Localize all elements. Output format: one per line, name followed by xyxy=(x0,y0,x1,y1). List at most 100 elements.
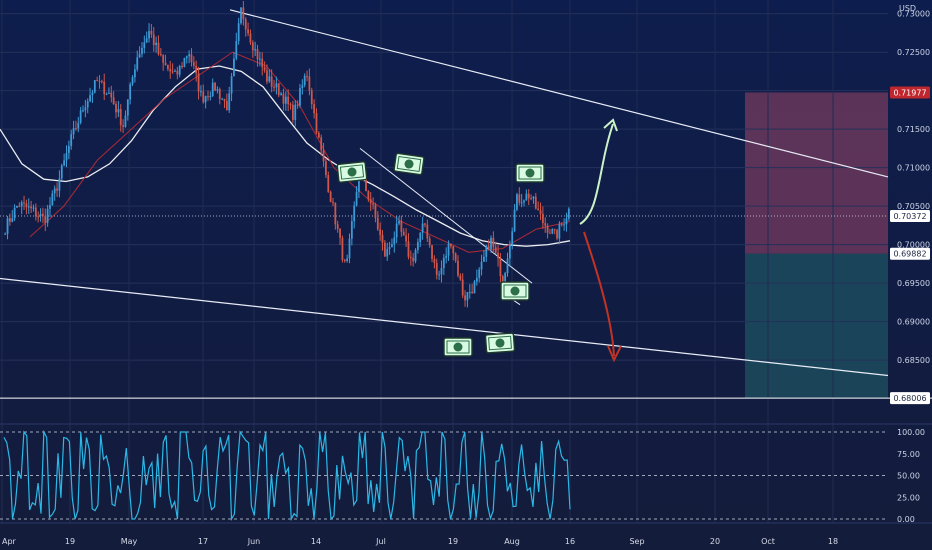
price-labels: 0.71977 0.70372 0.69882 0.68006 xyxy=(890,86,930,405)
candle xyxy=(237,23,240,42)
candle xyxy=(263,67,266,71)
candle xyxy=(421,223,424,233)
candle xyxy=(431,245,433,259)
candle xyxy=(129,84,132,100)
candle xyxy=(27,206,30,208)
bill-border xyxy=(446,340,470,354)
oscillator-panel xyxy=(0,423,932,524)
time-tick: Aug xyxy=(504,537,520,546)
candle xyxy=(148,30,150,39)
candle xyxy=(261,58,264,68)
price-tick: 0.70500 xyxy=(897,202,930,211)
candle xyxy=(268,76,271,82)
candle xyxy=(471,291,474,294)
price-label-text: 0.69882 xyxy=(893,250,926,259)
candle xyxy=(325,161,327,175)
candle xyxy=(91,92,94,96)
candle xyxy=(466,292,469,301)
candle xyxy=(93,80,96,93)
time-axis[interactable]: Apr 19 May 17 Jun 14 Jul 19 Aug 16 Sep 20 Oct 18 xyxy=(2,537,838,546)
candle xyxy=(216,89,219,91)
time-tick: May xyxy=(121,537,138,546)
candle xyxy=(30,206,33,209)
candle xyxy=(77,122,80,129)
candle xyxy=(506,258,509,274)
osc-tick: 75.00 xyxy=(897,450,920,459)
up-arrow xyxy=(579,123,614,225)
candle xyxy=(405,235,407,242)
currency-label: USD xyxy=(899,4,916,13)
candle xyxy=(563,224,566,226)
candle xyxy=(525,193,528,201)
candle xyxy=(167,65,169,69)
candle xyxy=(39,213,42,217)
candle xyxy=(258,58,261,60)
candle xyxy=(34,207,37,217)
candle xyxy=(42,213,44,216)
price-tick: 0.73000 xyxy=(897,10,930,19)
candle xyxy=(365,178,367,192)
candle xyxy=(567,208,570,219)
candle xyxy=(341,237,344,260)
candle xyxy=(284,96,287,104)
time-tick: Oct xyxy=(761,537,775,546)
candle xyxy=(475,277,478,282)
candle xyxy=(200,91,202,93)
bill-border xyxy=(488,335,512,351)
candle xyxy=(235,41,238,59)
candle xyxy=(412,257,415,262)
price-tick: 0.70000 xyxy=(897,241,930,250)
candle xyxy=(192,62,195,66)
bill-border xyxy=(339,164,365,180)
candle xyxy=(490,237,492,250)
candle xyxy=(209,96,212,98)
candle xyxy=(176,70,179,75)
osc-tick: 50.00 xyxy=(897,472,920,481)
candle xyxy=(119,109,122,126)
candle xyxy=(159,54,162,56)
candle xyxy=(133,69,136,78)
candle xyxy=(424,223,426,225)
price-label-box xyxy=(890,392,930,405)
candle xyxy=(164,62,167,66)
candle xyxy=(8,218,11,222)
trendline xyxy=(0,277,889,377)
candle xyxy=(546,225,549,233)
candle xyxy=(44,215,47,223)
candle xyxy=(537,208,540,211)
price-label-box xyxy=(890,86,930,99)
candle xyxy=(84,107,87,111)
candle xyxy=(79,110,82,123)
candle xyxy=(558,224,561,239)
candle xyxy=(37,216,40,218)
candle xyxy=(327,174,330,192)
candle xyxy=(369,199,372,204)
candle xyxy=(353,205,356,222)
price-label-text: 0.71977 xyxy=(893,88,926,97)
money-icons xyxy=(336,152,545,357)
candle xyxy=(233,58,235,77)
candle xyxy=(13,207,16,219)
oscillator-line xyxy=(3,429,571,522)
candle xyxy=(416,242,419,250)
candle xyxy=(303,75,306,86)
candle xyxy=(247,29,249,34)
candle xyxy=(334,203,337,225)
candle xyxy=(294,104,297,121)
candle xyxy=(53,188,56,194)
candle xyxy=(197,73,200,92)
candle xyxy=(185,56,188,59)
candle xyxy=(332,201,334,204)
candle xyxy=(299,88,301,106)
candle xyxy=(539,210,542,214)
candle xyxy=(124,115,127,127)
money-icon xyxy=(515,163,545,183)
price-axis[interactable]: USD0.730000.725000.720000.715000.710000.… xyxy=(897,4,930,524)
candle xyxy=(374,204,377,218)
candle xyxy=(372,203,374,205)
candle xyxy=(485,245,488,257)
trendlines[interactable] xyxy=(0,9,932,399)
candle xyxy=(89,95,91,102)
